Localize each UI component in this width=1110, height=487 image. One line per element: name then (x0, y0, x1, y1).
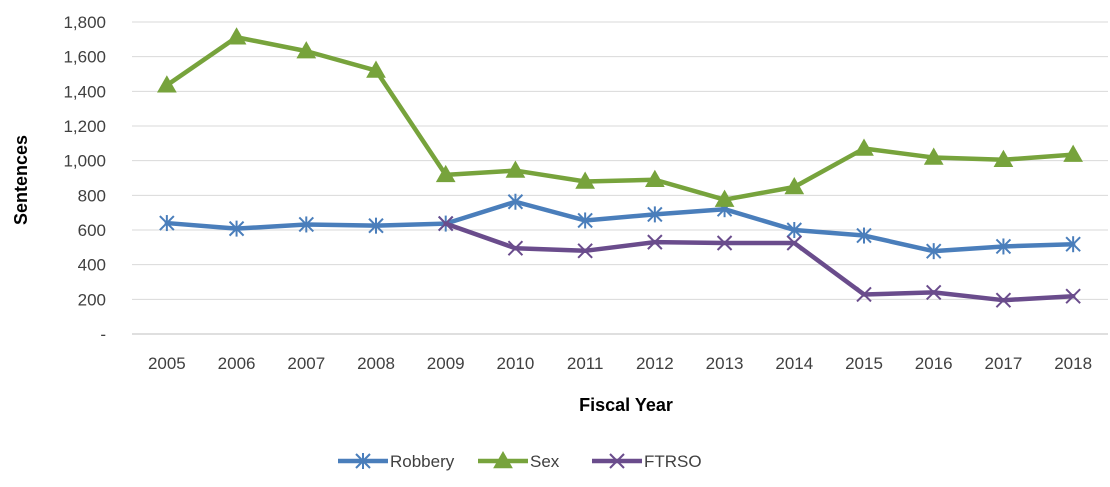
y-tick-label: 1,200 (63, 117, 106, 136)
y-axis-tick-labels: - 200 400 600 800 1,000 1,200 1,400 1,600 1,800 (63, 13, 106, 344)
legend-label-ftrso: FTRSO (644, 452, 702, 471)
y-tick-label: 1,800 (63, 13, 106, 32)
y-axis-title: Sentences (11, 135, 31, 225)
x-tick-label: 2014 (775, 354, 813, 373)
x-tick-label: 2008 (357, 354, 395, 373)
y-tick-label: 400 (78, 256, 106, 275)
x-tick-label: 2010 (497, 354, 535, 373)
y-tick-label: 1,600 (63, 48, 106, 67)
legend-item-robbery: Robbery (338, 452, 455, 471)
x-tick-label: 2015 (845, 354, 883, 373)
series-line-sex (167, 37, 1073, 199)
x-tick-label: 2013 (706, 354, 744, 373)
gridlines (132, 22, 1108, 334)
x-tick-label: 2017 (985, 354, 1023, 373)
x-tick-label: 2016 (915, 354, 953, 373)
series-line-ftrso (446, 224, 1073, 301)
series-sex (158, 28, 1082, 206)
y-tick-label: 1,400 (63, 82, 106, 101)
x-tick-label: 2012 (636, 354, 674, 373)
x-tick-label: 2018 (1054, 354, 1092, 373)
x-axis-title: Fiscal Year (579, 395, 673, 415)
legend: Robbery Sex FTRSO (338, 452, 702, 471)
legend-item-ftrso: FTRSO (592, 452, 702, 471)
series-robbery (160, 194, 1080, 259)
data-point-sex (228, 28, 246, 44)
legend-label-robbery: Robbery (390, 452, 455, 471)
x-axis-tick-labels: 2005 2006 2007 2008 2009 2010 2011 2012 2013 2014… (148, 354, 1092, 373)
y-tick-label: 1,000 (63, 152, 106, 171)
series-line-robbery (167, 202, 1073, 251)
x-tick-label: 2005 (148, 354, 186, 373)
x-tick-label: 2006 (218, 354, 256, 373)
y-tick-label: 200 (78, 290, 106, 309)
y-tick-label: - (100, 325, 106, 344)
series-lines (158, 28, 1082, 307)
x-tick-label: 2009 (427, 354, 465, 373)
y-tick-label: 800 (78, 186, 106, 205)
legend-item-sex: Sex (478, 452, 560, 471)
y-tick-label: 600 (78, 221, 106, 240)
x-tick-label: 2007 (287, 354, 325, 373)
legend-label-sex: Sex (530, 452, 560, 471)
x-tick-label: 2011 (567, 354, 604, 373)
